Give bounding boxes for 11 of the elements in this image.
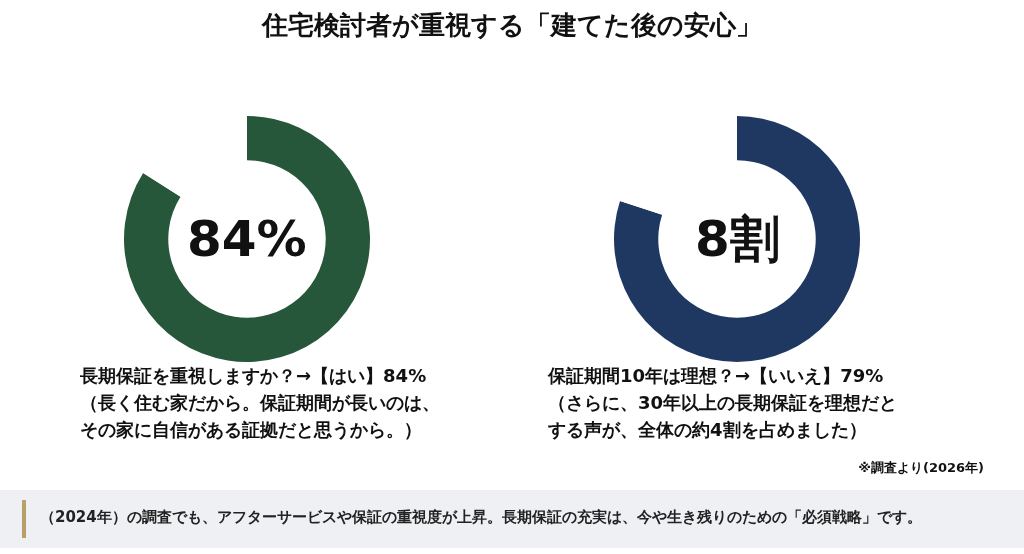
text: 住宅検討者が重視する「建てた後の安心」 xyxy=(260,9,763,42)
text: （2024年）の調査でも、アフターサービスや保証の重視度が上昇。長期保証の充実は、今や生き残りのための「必須戦略」です。 xyxy=(40,508,922,527)
text: 長期保証を重視しますか？→【はい】84% xyxy=(80,364,427,388)
text: その家に自信がある証拠だと思うから。） xyxy=(80,418,422,442)
text: 保証期間10年は理想？→【いいえ】79% xyxy=(548,364,884,388)
text: （さらに、30年以上の長期保証を理想だと xyxy=(548,391,898,415)
text: ※調査より(2026年) xyxy=(858,459,984,477)
text: 84% xyxy=(187,210,307,268)
text: （長く住む家だから。保証期間が長いのは、 xyxy=(80,391,440,415)
text: する声が、全体の約4割を占めました） xyxy=(548,418,867,442)
text: 8割 xyxy=(695,210,780,268)
